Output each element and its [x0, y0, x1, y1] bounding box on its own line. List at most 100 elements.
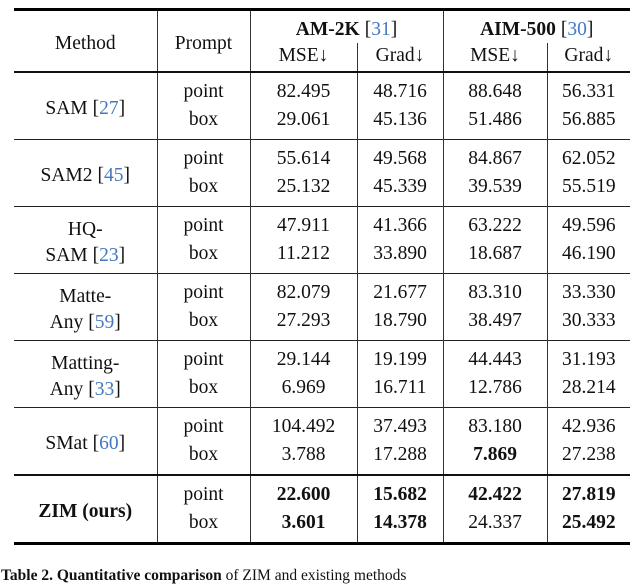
prompt-label: point — [156, 206, 250, 240]
prompt-label: box — [156, 240, 250, 274]
table-row: box 11.212 33.890 18.687 46.190 — [14, 240, 631, 274]
header-row-groups: Method Prompt AM-2K [31] AIM-500 [30] — [14, 8, 631, 72]
table-row: box 29.061 45.136 51.486 56.885 — [14, 106, 631, 140]
method-name-line2: Any — [49, 378, 84, 400]
metric-value: 24.337 — [442, 509, 547, 545]
caption-text: of ZIM and existing methods — [221, 567, 407, 584]
metric-value: 84.867 — [442, 139, 547, 173]
metric-value: 3.788 — [249, 441, 357, 475]
metric-value: 55.519 — [546, 173, 631, 207]
metric-value: 27.293 — [249, 307, 357, 341]
method-name-line1: Matting- — [51, 352, 120, 374]
col-header-aim500: AIM-500 [30] — [442, 8, 631, 43]
citation-link[interactable]: 27 — [99, 97, 119, 119]
metric-value: 56.885 — [546, 106, 631, 140]
col-header-method: Method — [14, 8, 157, 72]
method-cell: SAM2 [45] — [14, 139, 157, 207]
citation-link[interactable]: 60 — [99, 432, 119, 454]
bracket-open: [ — [364, 19, 372, 40]
metric-value-best: 15.682 — [356, 474, 443, 509]
metric-value: 33.890 — [356, 240, 443, 274]
bracket-close: ] — [390, 19, 398, 40]
table-row: box 6.969 16.711 12.786 28.214 — [14, 374, 631, 408]
prompt-label: box — [156, 106, 250, 140]
metric-value: 82.495 — [249, 71, 357, 106]
method-cell: SAM [27] — [14, 71, 157, 140]
method-name-line1: Matte- — [59, 285, 112, 307]
metric-value: 12.786 — [442, 374, 547, 408]
citation-link[interactable]: 59 — [94, 311, 115, 333]
col-header-mse-aim500: MSE↓ — [442, 43, 547, 72]
metric-value: 44.443 — [442, 340, 547, 374]
table-row: SMat [60] point 104.492 37.493 83.180 42.… — [14, 407, 631, 475]
table-caption: Table 2. Quantitative comparison of ZIM … — [1, 566, 640, 585]
citation-link[interactable]: 31 — [371, 19, 391, 40]
metric-value: 6.969 — [249, 374, 357, 408]
method-cell: Matte- Any [59] — [14, 273, 157, 341]
method-name-line2: SAM — [45, 244, 88, 266]
prompt-label: point — [156, 139, 250, 173]
col-header-prompt: Prompt — [156, 8, 250, 72]
metric-value-best: 14.378 — [356, 509, 443, 545]
metric-value: 27.238 — [546, 441, 631, 475]
citation-link[interactable]: 45 — [104, 164, 124, 186]
metric-value: 29.061 — [249, 106, 357, 140]
metric-value-best: 3.601 — [249, 509, 357, 545]
table-row: box 3.788 17.288 7.869 27.238 — [14, 441, 631, 475]
col-header-am2k: AM-2K [31] — [249, 8, 443, 43]
metric-value: 37.493 — [356, 407, 443, 441]
bracket-open: [ — [92, 244, 100, 266]
method-name: Any [33] — [14, 377, 157, 403]
metric-value: 82.079 — [249, 273, 357, 307]
metric-value: 29.144 — [249, 340, 357, 374]
metric-value: 88.648 — [442, 71, 547, 106]
prompt-label: box — [156, 307, 250, 341]
metric-value: 48.716 — [356, 71, 443, 106]
prompt-label: box — [156, 374, 250, 408]
method-name: SAM [23] — [14, 243, 157, 269]
metric-value: 41.366 — [356, 206, 443, 240]
method-name-line1: HQ- — [67, 218, 103, 240]
table-row: box 27.293 18.790 38.497 30.333 — [14, 307, 631, 341]
table-row: Matte- Any [59] point 82.079 21.677 83.31… — [14, 273, 631, 341]
table-row: box 25.132 45.339 39.539 55.519 — [14, 173, 631, 207]
table-row: ZIM (ours) point 22.600 15.682 42.422 27… — [14, 474, 631, 545]
method-cell: Matting- Any [33] — [14, 340, 157, 408]
col-header-grad-am2k: Grad↓ — [356, 43, 443, 72]
metric-value: 45.339 — [356, 173, 443, 207]
bracket-open: [ — [97, 164, 105, 186]
metric-value: 47.911 — [249, 206, 357, 240]
prompt-label: box — [156, 441, 250, 475]
metric-value-best: 22.600 — [249, 474, 357, 509]
prompt-label: box — [156, 173, 250, 207]
metric-value: 19.199 — [356, 340, 443, 374]
prompt-label: point — [156, 474, 250, 509]
metric-value: 33.330 — [546, 273, 631, 307]
citation-link[interactable]: 33 — [94, 378, 115, 400]
dataset-name: AIM-500 — [480, 19, 556, 40]
table-row: HQ- SAM [23] point 47.911 41.366 63.222 4… — [14, 206, 631, 274]
citation-link[interactable]: 30 — [567, 19, 587, 40]
prompt-label: point — [156, 273, 250, 307]
prompt-label: box — [156, 509, 250, 545]
metric-value: 104.492 — [249, 407, 357, 441]
metric-value: 30.333 — [546, 307, 631, 341]
citation-link[interactable]: 23 — [99, 244, 119, 266]
bracket-close: ] — [118, 432, 126, 454]
method-name: Any [59] — [14, 310, 157, 336]
metric-value: 17.288 — [356, 441, 443, 475]
prompt-label: point — [156, 71, 250, 106]
bracket-close: ] — [114, 378, 121, 400]
table-row: SAM2 [45] point 55.614 49.568 84.867 62.0… — [14, 139, 631, 207]
bracket-open: [ — [92, 432, 100, 454]
metric-value: 51.486 — [442, 106, 547, 140]
metric-value-best: 42.422 — [442, 474, 547, 509]
method-cell: SMat [60] — [14, 407, 157, 475]
metric-value: 49.596 — [546, 206, 631, 240]
bracket-open: [ — [88, 378, 95, 400]
metric-value: 63.222 — [442, 206, 547, 240]
caption-title: Table 2. Quantitative comparison — [1, 567, 222, 584]
method-name: SAM2 — [40, 164, 93, 186]
table-body: SAM [27] point 82.495 48.716 88.648 56.33… — [14, 71, 631, 545]
